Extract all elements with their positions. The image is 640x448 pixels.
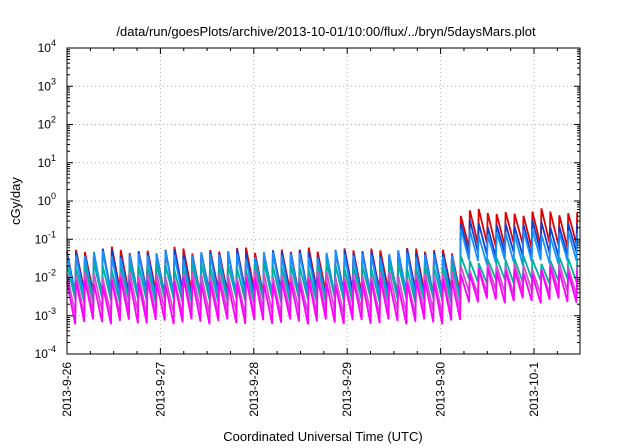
x-tick-label: 2013-9-26 [60,362,74,417]
x-tick-label: 2013-9-30 [434,362,448,417]
y-tick-label: 10-1 [35,229,56,246]
x-ticks: 2013-9-26 2013-9-27 2013-9-28 2013-9-29 2013… [60,48,558,417]
series-line [66,266,579,325]
series-layer [66,208,579,325]
y-tick-label: 10-3 [35,306,56,323]
x-tick-label: 2013-9-27 [153,362,167,417]
y-tick-label: 10-4 [35,344,56,361]
y-tick-label: 103 [38,76,56,93]
x-tick-label: 2013-9-28 [247,362,261,417]
y-tick-label: 104 [38,38,56,55]
x-axis-label: Coordinated Universal Time (UTC) [223,429,422,444]
y-tick-label: 10-2 [35,268,56,285]
y-tick-label: 102 [38,115,56,132]
chart-title: /data/run/goesPlots/archive/2013-10-01/1… [116,24,536,39]
y-tick-label: 100 [38,191,56,208]
y-axis-label: cGy/day [8,177,23,225]
y-tick-label: 101 [38,153,56,170]
x-tick-label: 2013-10-1 [527,362,541,417]
x-tick-label: 2013-9-29 [340,362,354,417]
